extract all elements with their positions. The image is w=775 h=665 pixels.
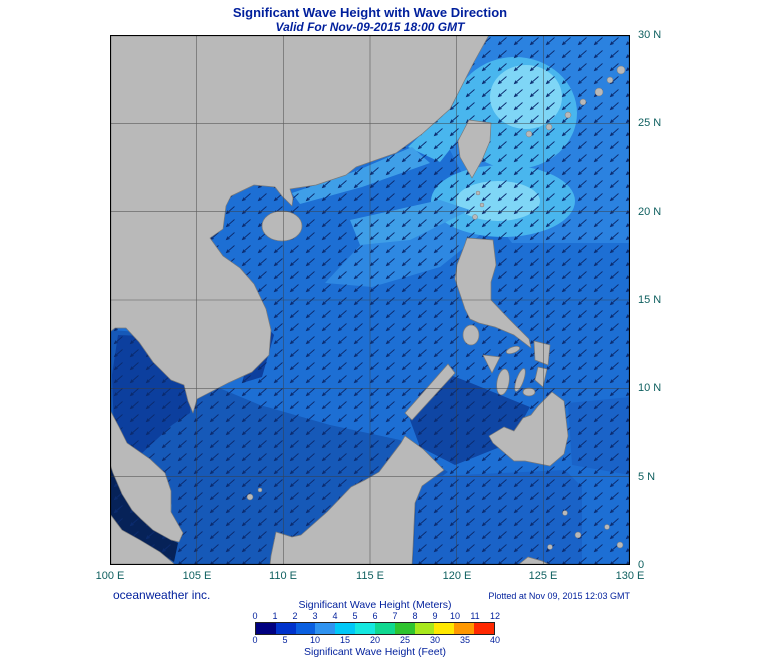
colorbar-segment xyxy=(295,623,316,634)
legend-meters-label: Significant Wave Height (Meters) xyxy=(298,599,452,611)
legend-feet-label: Significant Wave Height (Feet) xyxy=(303,646,446,658)
oceanweather-credit: oceanweather inc. xyxy=(113,588,211,602)
colorbar-segment xyxy=(275,623,296,634)
colorbar-segment xyxy=(256,623,276,634)
land-sumatra xyxy=(110,513,176,565)
lon-label-125e: 125 E xyxy=(528,570,558,582)
lon-label-110e: 110 E xyxy=(269,570,297,582)
legend-meters-ticks: 0 1 2 3 4 5 6 7 8 9 10 11 12 xyxy=(252,611,500,622)
land-taiwan xyxy=(457,119,492,179)
page-title: Significant Wave Height with Wave Direct… xyxy=(232,5,508,20)
tick-ft: 20 xyxy=(369,635,381,645)
tick-m: 3 xyxy=(312,611,318,621)
lon-label-130e: 130 E xyxy=(615,570,645,582)
tick-m: 0 xyxy=(252,611,258,621)
tick-m: 1 xyxy=(272,611,278,621)
lon-label-100e: 100 E xyxy=(95,570,125,582)
tick-ft: 30 xyxy=(429,635,441,645)
tick-m: 5 xyxy=(352,611,358,621)
tick-ft: 40 xyxy=(489,635,501,645)
land-mainland-asia xyxy=(110,35,490,414)
land-panay xyxy=(482,354,501,374)
lon-label-115e: 115 E xyxy=(356,570,384,582)
colorbar-segment xyxy=(414,623,435,634)
lat-label-30n: 30 N xyxy=(638,29,662,41)
lat-label-15n: 15 N xyxy=(638,294,662,306)
map-border xyxy=(110,35,630,565)
tick-ft: 25 xyxy=(399,635,411,645)
tick-ft: 15 xyxy=(339,635,351,645)
valid-time-subtitle: Valid For Nov-09-2015 18:00 GMT xyxy=(275,20,465,34)
tick-m: 9 xyxy=(432,611,438,621)
colorbar-segment xyxy=(394,623,415,634)
legend-feet-ticks: 0 5 10 15 20 25 30 35 40 xyxy=(252,635,500,646)
tick-m: 7 xyxy=(392,611,398,621)
plotted-timestamp: Plotted at Nov 09, 2015 12:03 GMT xyxy=(488,591,630,601)
land-bohol xyxy=(522,387,536,397)
graticule-grid xyxy=(110,35,630,565)
tick-m: 8 xyxy=(412,611,418,621)
colorbar-segment xyxy=(434,623,455,634)
tick-m: 4 xyxy=(332,611,338,621)
legend-color-bar xyxy=(255,622,495,635)
tick-m: 12 xyxy=(489,611,501,621)
tick-m: 2 xyxy=(292,611,298,621)
land-palawan xyxy=(404,363,456,421)
tick-ft: 10 xyxy=(309,635,321,645)
title-block: Significant Wave Height with Wave Direct… xyxy=(110,5,630,34)
tick-m: 11 xyxy=(470,611,480,621)
wave-height-legend: Significant Wave Height (Meters) 0 1 2 3… xyxy=(252,599,500,658)
lon-label-105e: 105 E xyxy=(182,570,212,582)
land-luzon xyxy=(454,237,532,349)
lat-label-20n: 20 N xyxy=(638,206,662,218)
tick-ft: 5 xyxy=(282,635,288,645)
colorbar-segment xyxy=(454,623,475,634)
lat-label-0: 0 xyxy=(638,559,645,571)
land-malay-peninsula xyxy=(110,409,184,543)
wave-height-map xyxy=(110,35,630,565)
tick-ft: 35 xyxy=(459,635,471,645)
land-cebu xyxy=(514,368,526,392)
lat-label-5n: 5 N xyxy=(638,471,656,483)
colorbar-segment xyxy=(315,623,336,634)
land-borneo xyxy=(269,435,445,565)
lon-label-120e: 120 E xyxy=(442,570,472,582)
colorbar-segment xyxy=(335,623,356,634)
land-masbate xyxy=(505,345,521,355)
small-islands xyxy=(246,65,626,550)
lat-label-25n: 25 N xyxy=(638,117,662,129)
colorbar-segment xyxy=(474,623,494,634)
tick-m: 6 xyxy=(372,611,378,621)
colorbar-segment xyxy=(374,623,395,634)
colorbar-segment xyxy=(355,623,375,634)
land-hainan xyxy=(261,210,303,242)
landmasses xyxy=(110,35,626,565)
tick-m: 10 xyxy=(449,611,461,621)
land-samar xyxy=(533,340,551,366)
land-sulawesi-tip xyxy=(517,556,551,565)
tick-ft: 0 xyxy=(252,635,258,645)
lat-label-10n: 10 N xyxy=(638,382,662,394)
land-mindanao xyxy=(488,391,569,467)
land-mindoro xyxy=(462,324,480,346)
